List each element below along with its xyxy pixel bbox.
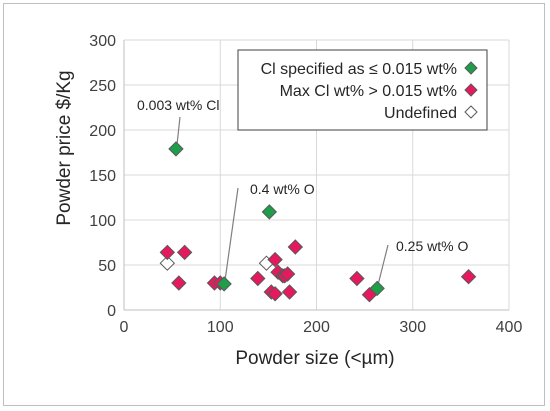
y-tick-label: 150 — [89, 168, 116, 185]
y-tick-label: 200 — [89, 123, 116, 140]
legend-marker — [464, 61, 478, 75]
data-point — [460, 268, 477, 285]
data-point — [216, 276, 232, 292]
legend: Cl specified as ≤ 0.015 wt% Max Cl wt% > … — [237, 49, 488, 131]
data-point — [159, 255, 176, 271]
annotations: 0.003 wt% Cl 0.4 wt% O 0.25 wt% O — [137, 97, 468, 285]
data-point — [171, 275, 187, 291]
data-point — [279, 266, 296, 282]
annotation-leader-line — [176, 116, 181, 145]
data-point — [176, 244, 193, 261]
annotation-label: 0.4 wt% O — [250, 181, 315, 197]
y-tick-label: 0 — [107, 303, 116, 320]
data-point — [369, 280, 385, 297]
annotation-leader-line — [377, 244, 389, 285]
y-tick-label: 300 — [89, 33, 116, 50]
data-points — [159, 141, 477, 303]
y-tick-label: 100 — [89, 213, 116, 230]
data-point — [349, 270, 365, 287]
axes — [123, 40, 509, 311]
legend-marker — [464, 83, 478, 97]
data-point — [267, 251, 283, 268]
legend-marker — [464, 105, 478, 119]
annotation-label: 0.25 wt% O — [396, 238, 468, 254]
data-point — [168, 141, 184, 157]
data-point — [287, 239, 304, 255]
x-tick-label: 100 — [207, 319, 234, 336]
y-tick-label: 250 — [89, 78, 116, 95]
data-point — [261, 204, 278, 220]
x-tick-label: 200 — [303, 319, 330, 336]
x-axis-title: Powder size (<µm) — [235, 348, 394, 369]
annotation-label: 0.003 wt% Cl — [137, 97, 219, 113]
y-tick-label: 50 — [98, 258, 116, 275]
tick-labels: 0 50 100 150 200 250 300 0 100 200 300 400 — [89, 33, 522, 336]
data-point — [250, 270, 266, 287]
data-point — [281, 284, 298, 300]
annotation-leader-line — [224, 187, 239, 280]
legend-label: Undefined — [384, 105, 457, 122]
y-axis-title: Powder price $/Kg — [54, 70, 75, 225]
legend-label: Cl specified as ≤ 0.015 wt% — [261, 61, 457, 78]
x-tick-label: 400 — [496, 319, 523, 336]
x-tick-label: 0 — [120, 319, 129, 336]
x-tick-label: 300 — [399, 319, 426, 336]
data-point — [159, 244, 176, 261]
data-point — [267, 286, 283, 302]
legend-label: Max Cl wt% > 0.015 wt% — [280, 83, 457, 100]
legend-box — [237, 49, 488, 131]
